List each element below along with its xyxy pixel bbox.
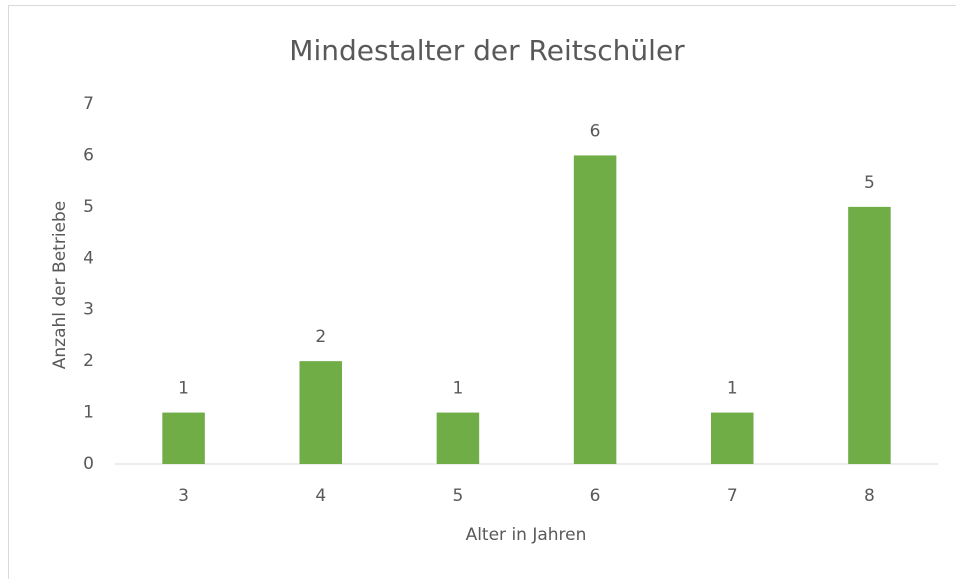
chart-border	[8, 5, 956, 579]
x-tick-label: 5	[453, 486, 464, 506]
x-tick-label: 6	[590, 486, 601, 506]
y-tick-label: 6	[83, 145, 94, 165]
y-tick-label: 0	[83, 454, 94, 474]
chart-title: Mindestalter der Reitschüler	[289, 34, 685, 67]
data-label: 1	[453, 379, 464, 399]
x-axis-label: Alter in Jahren	[466, 525, 587, 545]
y-tick-label: 1	[83, 403, 94, 423]
bar	[436, 412, 480, 464]
bar	[573, 155, 617, 464]
data-label: 6	[590, 121, 601, 141]
bar	[162, 412, 205, 464]
x-tick-label: 3	[178, 486, 189, 506]
x-tick-label: 4	[315, 486, 326, 506]
data-label: 5	[864, 173, 875, 193]
data-label: 1	[178, 379, 189, 399]
y-tick-label: 5	[83, 197, 94, 217]
y-tick-label: 2	[83, 351, 94, 371]
x-tick-label: 8	[864, 486, 875, 506]
x-tick-label: 7	[727, 486, 738, 506]
y-tick-label: 3	[83, 300, 94, 320]
y-tick-label: 7	[83, 94, 94, 114]
y-axis-label: Anzahl der Betriebe	[50, 201, 70, 370]
y-tick-label: 4	[83, 248, 94, 268]
bar	[848, 206, 891, 464]
bar	[299, 361, 343, 464]
data-label: 2	[315, 327, 326, 347]
data-label: 1	[727, 379, 738, 399]
bar	[710, 412, 754, 464]
